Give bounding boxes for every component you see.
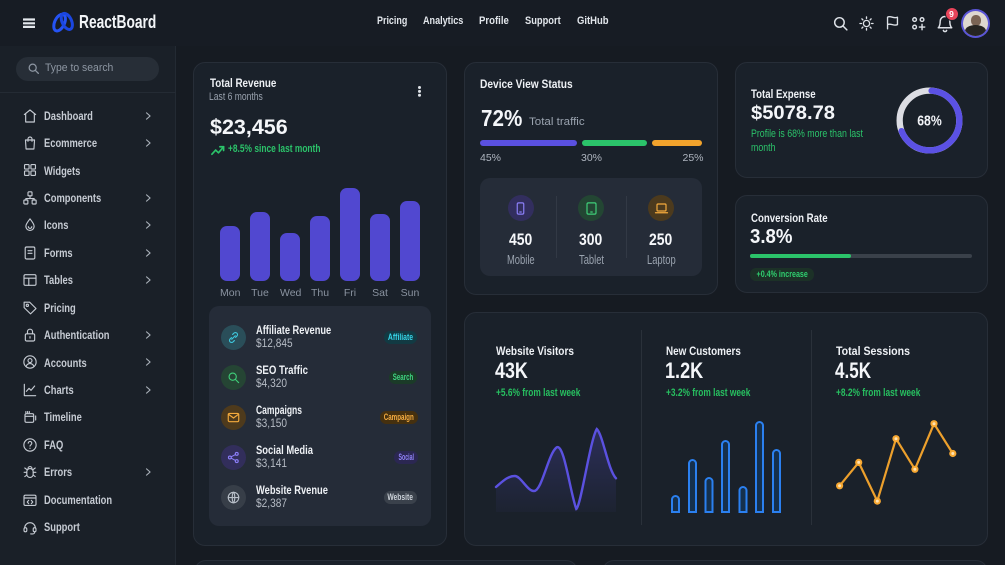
svg-text:68%: 68% <box>917 112 942 129</box>
